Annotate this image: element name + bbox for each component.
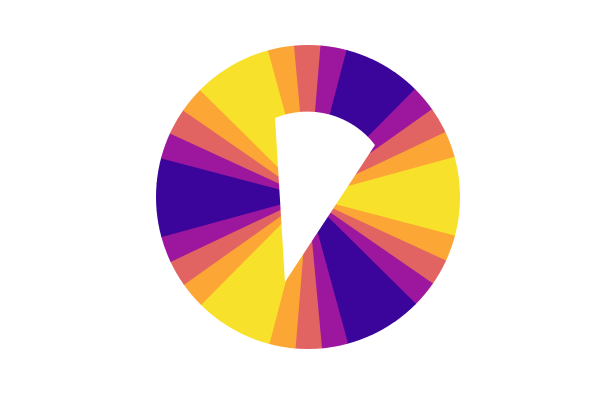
contour-sector [308,182,461,212]
contour-sector [183,197,308,306]
contour-sector [160,197,308,262]
contour-sector [199,197,308,322]
contour-sector [183,88,308,197]
contour-sector [308,197,456,262]
contour-sector [308,197,433,306]
contour-sector [308,197,373,345]
contour-sector [308,197,417,322]
contour-sector [169,109,308,197]
hole [275,111,375,282]
contour-sector [308,197,447,285]
contour-sector [160,132,308,197]
contour-sector [156,182,308,212]
contour-sector [169,197,308,285]
contour-sector [293,197,323,349]
contour-sector [308,197,396,336]
